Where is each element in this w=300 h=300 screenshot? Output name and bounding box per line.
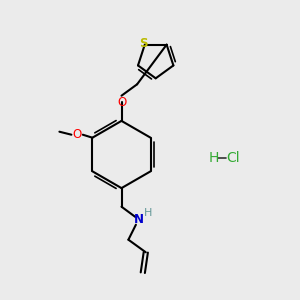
Text: Cl: Cl: [226, 151, 240, 164]
Text: H: H: [208, 151, 219, 164]
Text: O: O: [117, 96, 126, 109]
Text: O: O: [72, 128, 81, 141]
Text: N: N: [134, 213, 144, 226]
Text: H: H: [144, 208, 153, 218]
Text: S: S: [139, 37, 148, 50]
